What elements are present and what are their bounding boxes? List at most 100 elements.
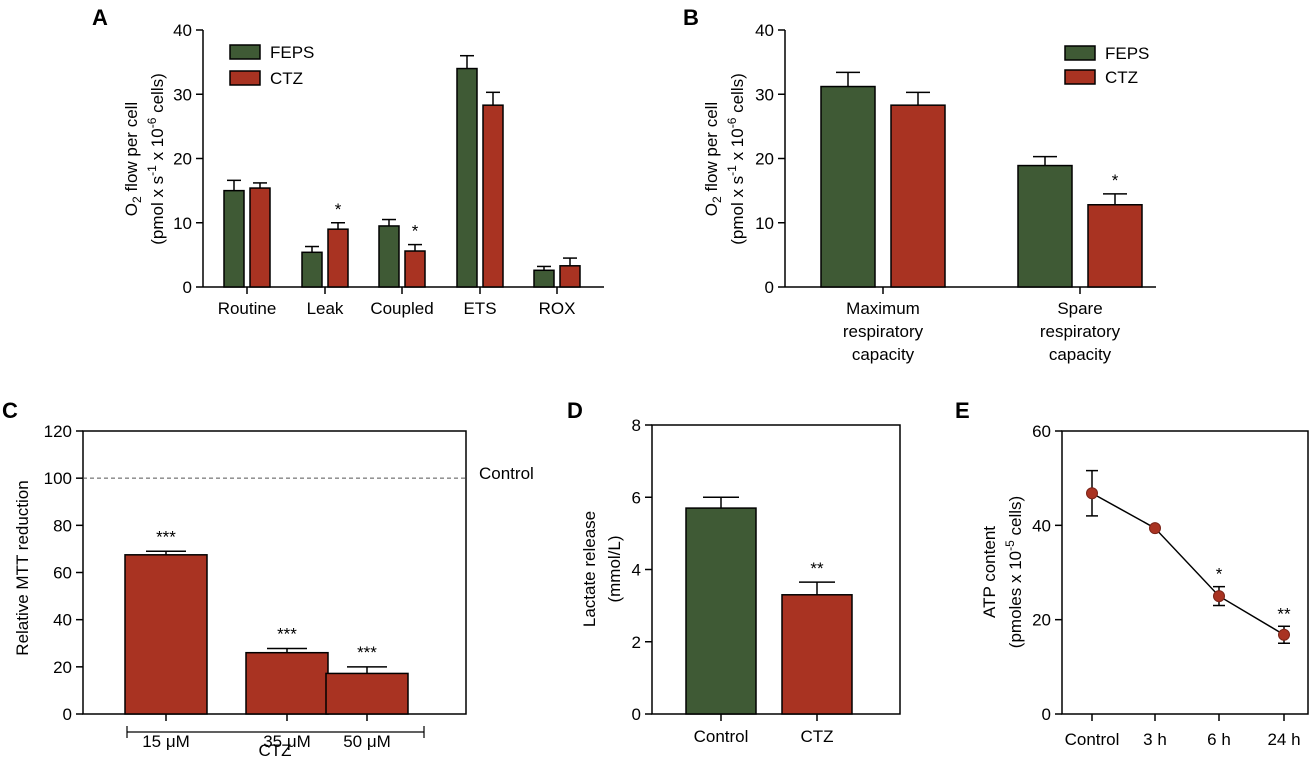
x-tick-label-d: Control <box>694 727 749 746</box>
significance-label: ** <box>1277 604 1291 623</box>
chart-c-bars: *** 15 μM *** 35 μM *** 50 μM <box>83 477 466 751</box>
bar-b-feps <box>820 85 876 288</box>
panel-label-c: C <box>2 398 18 423</box>
x-tick-label-c: 15 μM <box>142 732 190 751</box>
bar-d <box>685 507 757 715</box>
y-tick-label-b: 30 <box>755 85 774 104</box>
y-tick-label-c: 60 <box>53 564 72 583</box>
x-tick-label-b: respiratory <box>843 322 924 341</box>
legend-a-ctz-swatch <box>229 70 261 86</box>
x-tick-label-b: Spare <box>1057 299 1102 318</box>
x-tick-label-a: Routine <box>218 299 277 318</box>
svg-text:(pmol x s-1 x 10-6 cells): (pmol x s-1 x 10-6 cells) <box>725 73 747 245</box>
y-tick-label-d: 0 <box>632 705 641 724</box>
chart-d-bars: Control ** CTZ <box>685 496 853 746</box>
plot-frame-e <box>1061 430 1309 715</box>
legend-b-feps-swatch <box>1064 45 1096 61</box>
bar-a-feps <box>301 251 323 288</box>
chart-a-bars: Routine * Leak * Coupled ETS ROX <box>218 54 581 318</box>
svg-text:(pmoles x 10-5 cells): (pmoles x 10-5 cells) <box>1003 496 1025 648</box>
x-tick-label-e: Control <box>1065 730 1120 749</box>
chart-e: E 0 20 40 60 Control 3 h * 6 h ** 24 h ATP conte… <box>955 398 1309 749</box>
significance-label: * <box>335 200 342 219</box>
x-tick-label-d: CTZ <box>800 727 833 746</box>
legend-b-feps-label: FEPS <box>1105 44 1149 63</box>
chart-a-legend: FEPS CTZ <box>229 43 314 88</box>
x-tick-label-b: Maximum <box>846 299 920 318</box>
panel-label-e: E <box>955 398 970 423</box>
x-tick-label-b: respiratory <box>1040 322 1121 341</box>
significance-label: *** <box>277 624 297 643</box>
chart-d: D 0 2 4 6 8 Control ** CTZ Lactate release (mm… <box>567 398 901 746</box>
y-tick-label-d: 4 <box>632 561 641 580</box>
panel-label-a: A <box>92 5 108 30</box>
bar-b-ctz <box>890 104 946 288</box>
chart-c-ylabel: Relative MTT reduction <box>13 480 32 655</box>
x-tick-label-b: capacity <box>852 345 915 364</box>
y-tick-label-e: 0 <box>1042 705 1051 724</box>
data-point-e <box>1213 590 1225 603</box>
panel-label-d: D <box>567 398 583 423</box>
y-tick-label-c: 120 <box>44 422 72 441</box>
legend-a-feps-swatch <box>229 44 261 60</box>
y-tick-label-e: 40 <box>1032 516 1051 535</box>
x-tick-label-a: ROX <box>539 299 576 318</box>
chart-b-ylabel: O2 flow per cell (pmol x s-1 x 10-6 cell… <box>702 73 747 245</box>
x-tick-label-a: Coupled <box>370 299 433 318</box>
y-tick-label-a: 40 <box>173 21 192 40</box>
chart-d-ylabel-line1: Lactate release <box>580 511 599 627</box>
significance-label: * <box>1216 565 1223 584</box>
bar-c <box>245 651 329 715</box>
y-tick-label-a: 0 <box>183 278 192 297</box>
bar-a-ctz <box>404 250 426 288</box>
bar-a-ctz <box>327 228 349 288</box>
svg-text:O2 flow per cell: O2 flow per cell <box>702 102 724 216</box>
y-tick-label-c: 80 <box>53 516 72 535</box>
y-tick-label-b: 0 <box>765 278 774 297</box>
x-tick-label-c: 35 μM <box>263 732 311 751</box>
chart-a-ylabel: O2 flow per cell (pmol x s-1 x 10-6 cell… <box>122 73 167 245</box>
bar-b-feps <box>1017 164 1073 288</box>
y-tick-label-c: 0 <box>63 705 72 724</box>
significance-label: *** <box>357 643 377 662</box>
legend-a-ctz-label: CTZ <box>270 69 303 88</box>
x-tick-label-e: 6 h <box>1207 730 1231 749</box>
y-tick-label-a: 10 <box>173 214 192 233</box>
data-point-e <box>1149 522 1161 535</box>
bar-a-ctz <box>559 265 581 288</box>
y-tick-label-b: 10 <box>755 214 774 233</box>
data-point-e <box>1086 487 1098 500</box>
x-tick-label-a: ETS <box>463 299 496 318</box>
bar-a-ctz <box>249 187 271 288</box>
chart-d-axes: 0 2 4 6 8 <box>632 416 901 724</box>
y-tick-label-c: 100 <box>44 469 72 488</box>
bar-c <box>124 554 208 715</box>
y-tick-label-a: 20 <box>173 150 192 169</box>
panel-label-b: B <box>683 5 699 30</box>
chart-c-group-label: CTZ <box>258 741 291 760</box>
significance-label: ** <box>810 559 824 578</box>
svg-text:O2 flow per cell: O2 flow per cell <box>122 102 144 216</box>
x-tick-label-e: 3 h <box>1143 730 1167 749</box>
x-tick-label-c: 50 μM <box>343 732 391 751</box>
y-tick-label-a: 30 <box>173 85 192 104</box>
series-line-e <box>1091 492 1285 636</box>
x-tick-label-e: 24 h <box>1267 730 1300 749</box>
bar-a-feps <box>456 67 478 288</box>
bar-a-feps <box>533 269 555 288</box>
y-tick-label-e: 20 <box>1032 611 1051 630</box>
legend-a-feps-label: FEPS <box>270 43 314 62</box>
bar-b-ctz <box>1087 204 1143 288</box>
y-tick-label-d: 8 <box>632 416 641 435</box>
y-tick-label-b: 20 <box>755 150 774 169</box>
chart-e-axes: 0 20 40 60 <box>1032 422 1309 724</box>
chart-d-ylabel-line2: (mmol/L) <box>605 535 624 602</box>
x-tick-label-a: Leak <box>307 299 344 318</box>
chart-b: B 0 10 20 30 40 Maximum respiratory capacity * S… <box>683 5 1156 364</box>
y-tick-label-c: 20 <box>53 658 72 677</box>
significance-label: * <box>412 222 419 241</box>
bar-a-feps <box>223 189 245 288</box>
chart-c-reference-label: Control <box>479 464 534 483</box>
chart-b-bars: Maximum respiratory capacity * Spare respirat… <box>820 71 1143 364</box>
